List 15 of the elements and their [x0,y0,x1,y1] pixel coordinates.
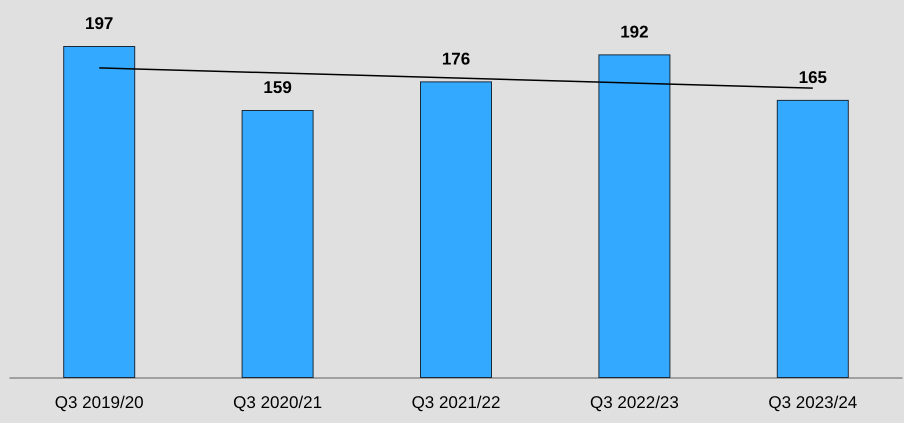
data-label: 165 [798,68,827,87]
data-label: 159 [263,78,292,98]
data-label: 197 [85,14,114,33]
bar [242,110,314,378]
data-label: 192 [620,22,649,42]
x-tick-label: Q3 2021/22 [412,393,500,412]
bar [598,54,670,378]
bar [776,100,849,378]
bar [420,81,492,378]
x-tick-label: Q3 2020/21 [233,393,322,412]
x-tick-label: Q3 2022/23 [590,393,679,412]
bar [63,46,136,378]
data-label: 176 [442,49,470,68]
x-tick-label: Q3 2023/24 [768,393,858,412]
x-tick-label: Q3 2019/20 [54,393,144,412]
